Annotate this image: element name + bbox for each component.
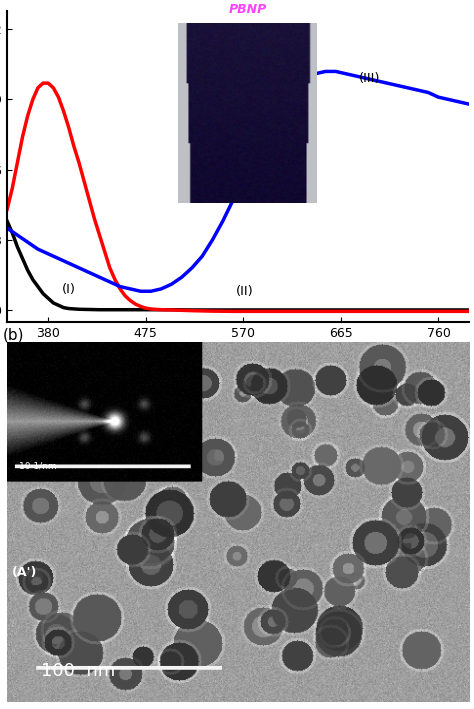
Text: 10 1/nm: 10 1/nm [19, 461, 56, 470]
X-axis label: λ / mm: λ / mm [214, 345, 263, 359]
Text: (I): (I) [62, 283, 75, 296]
Text: (b): (b) [2, 328, 24, 342]
Text: (II): (II) [236, 285, 254, 298]
Text: (III): (III) [359, 72, 381, 86]
Text: 100  nm: 100 nm [41, 662, 116, 680]
Text: (A'): (A') [12, 566, 37, 579]
